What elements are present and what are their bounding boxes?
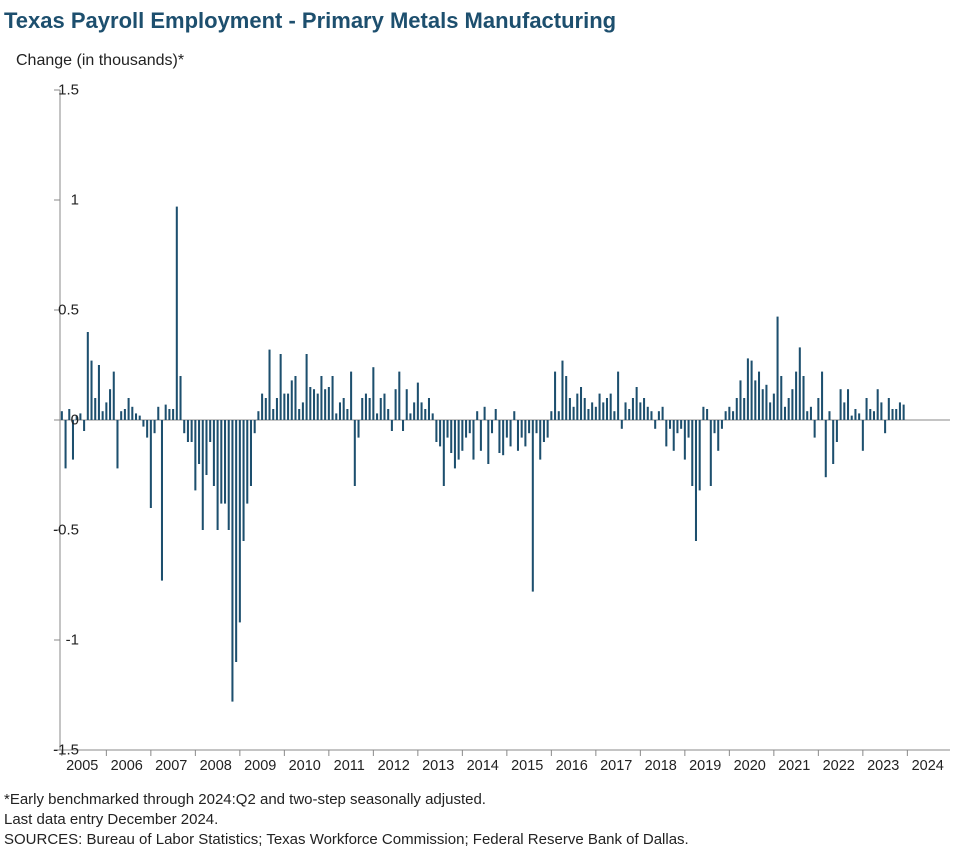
y-tick-label: -1 <box>66 632 79 649</box>
x-tick-label: 2006 <box>111 758 143 774</box>
x-tick-label: 2023 <box>867 758 899 774</box>
x-tick-label: 2016 <box>556 758 588 774</box>
y-tick-label: 0.5 <box>58 302 79 319</box>
y-tick-label: 0 <box>71 412 79 429</box>
chart-container: Texas Payroll Employment - Primary Metal… <box>0 0 977 864</box>
x-tick-label: 2011 <box>334 758 365 774</box>
y-tick-label: 1.5 <box>58 82 79 99</box>
x-tick-label: 2018 <box>645 758 677 774</box>
x-tick-label: 2021 <box>778 758 810 774</box>
footnote-benchmark: *Early benchmarked through 2024:Q2 and t… <box>4 790 486 810</box>
x-tick-label: 2022 <box>823 758 855 774</box>
x-tick-label: 2024 <box>912 758 944 774</box>
x-tick-label: 2009 <box>244 758 276 774</box>
y-tick-label: -0.5 <box>53 522 79 539</box>
x-tick-label: 2017 <box>600 758 632 774</box>
x-tick-label: 2019 <box>689 758 721 774</box>
x-tick-label: 2012 <box>378 758 410 774</box>
bar-chart <box>0 0 977 864</box>
x-tick-label: 2013 <box>422 758 454 774</box>
x-tick-label: 2010 <box>289 758 321 774</box>
x-tick-label: 2005 <box>66 758 98 774</box>
x-tick-label: 2020 <box>734 758 766 774</box>
x-tick-label: 2007 <box>155 758 187 774</box>
footnote-sources: SOURCES: Bureau of Labor Statistics; Tex… <box>4 830 689 850</box>
x-tick-label: 2008 <box>200 758 232 774</box>
x-tick-label: 2015 <box>511 758 543 774</box>
x-tick-label: 2014 <box>467 758 499 774</box>
y-tick-label: 1 <box>71 192 79 209</box>
footnote-lastdata: Last data entry December 2024. <box>4 810 218 830</box>
y-tick-label: -1.5 <box>53 742 79 759</box>
